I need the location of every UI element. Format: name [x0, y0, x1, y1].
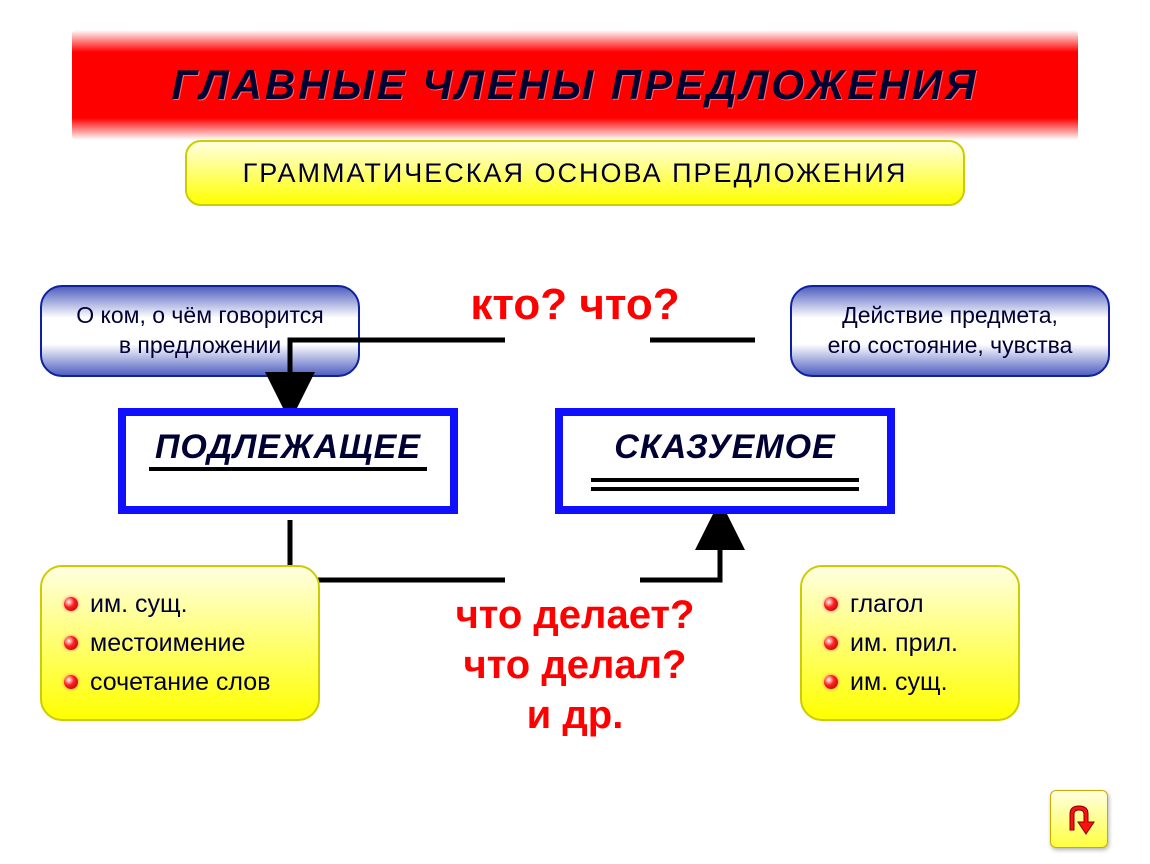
list-item-label: им. сущ.: [90, 585, 188, 624]
bullet-icon: [824, 636, 838, 650]
list-item: им. сущ.: [824, 663, 996, 702]
list-item: им. прил.: [824, 624, 996, 663]
term-predicate: СКАЗУЕМОЕ: [608, 428, 841, 467]
bullet-icon: [64, 597, 78, 611]
list-item: глагол: [824, 585, 996, 624]
double-underline: [591, 478, 859, 494]
list-item-label: сочетание слов: [90, 663, 270, 702]
list-item-label: местоимение: [90, 624, 245, 663]
list-item: им. сущ.: [64, 585, 296, 624]
list-item-label: им. прил.: [850, 624, 958, 663]
list-item: сочетание слов: [64, 663, 296, 702]
bullet-icon: [64, 675, 78, 689]
list-item-label: глагол: [850, 585, 924, 624]
bullet-icon: [824, 597, 838, 611]
bullet-icon: [64, 636, 78, 650]
parts-of-speech-left: им. сущ. местоимение сочетание слов: [40, 565, 320, 721]
bullet-icon: [824, 675, 838, 689]
q-bottom-line1: что делает?: [370, 590, 780, 640]
q-bottom-line3: и др.: [370, 690, 780, 740]
u-turn-icon: [1060, 802, 1098, 836]
term-subject: ПОДЛЕЖАЩЕЕ: [149, 428, 427, 471]
parts-of-speech-right: глагол им. прил. им. сущ.: [800, 565, 1020, 721]
q-bottom-line2: что делал?: [370, 640, 780, 690]
list-item-label: им. сущ.: [850, 663, 948, 702]
return-button[interactable]: [1050, 790, 1108, 848]
term-box-subject: ПОДЛЕЖАЩЕЕ: [118, 408, 458, 514]
term-box-predicate: СКАЗУЕМОЕ: [555, 408, 895, 514]
list-item: местоимение: [64, 624, 296, 663]
question-bottom: что делает? что делал? и др.: [370, 590, 780, 740]
